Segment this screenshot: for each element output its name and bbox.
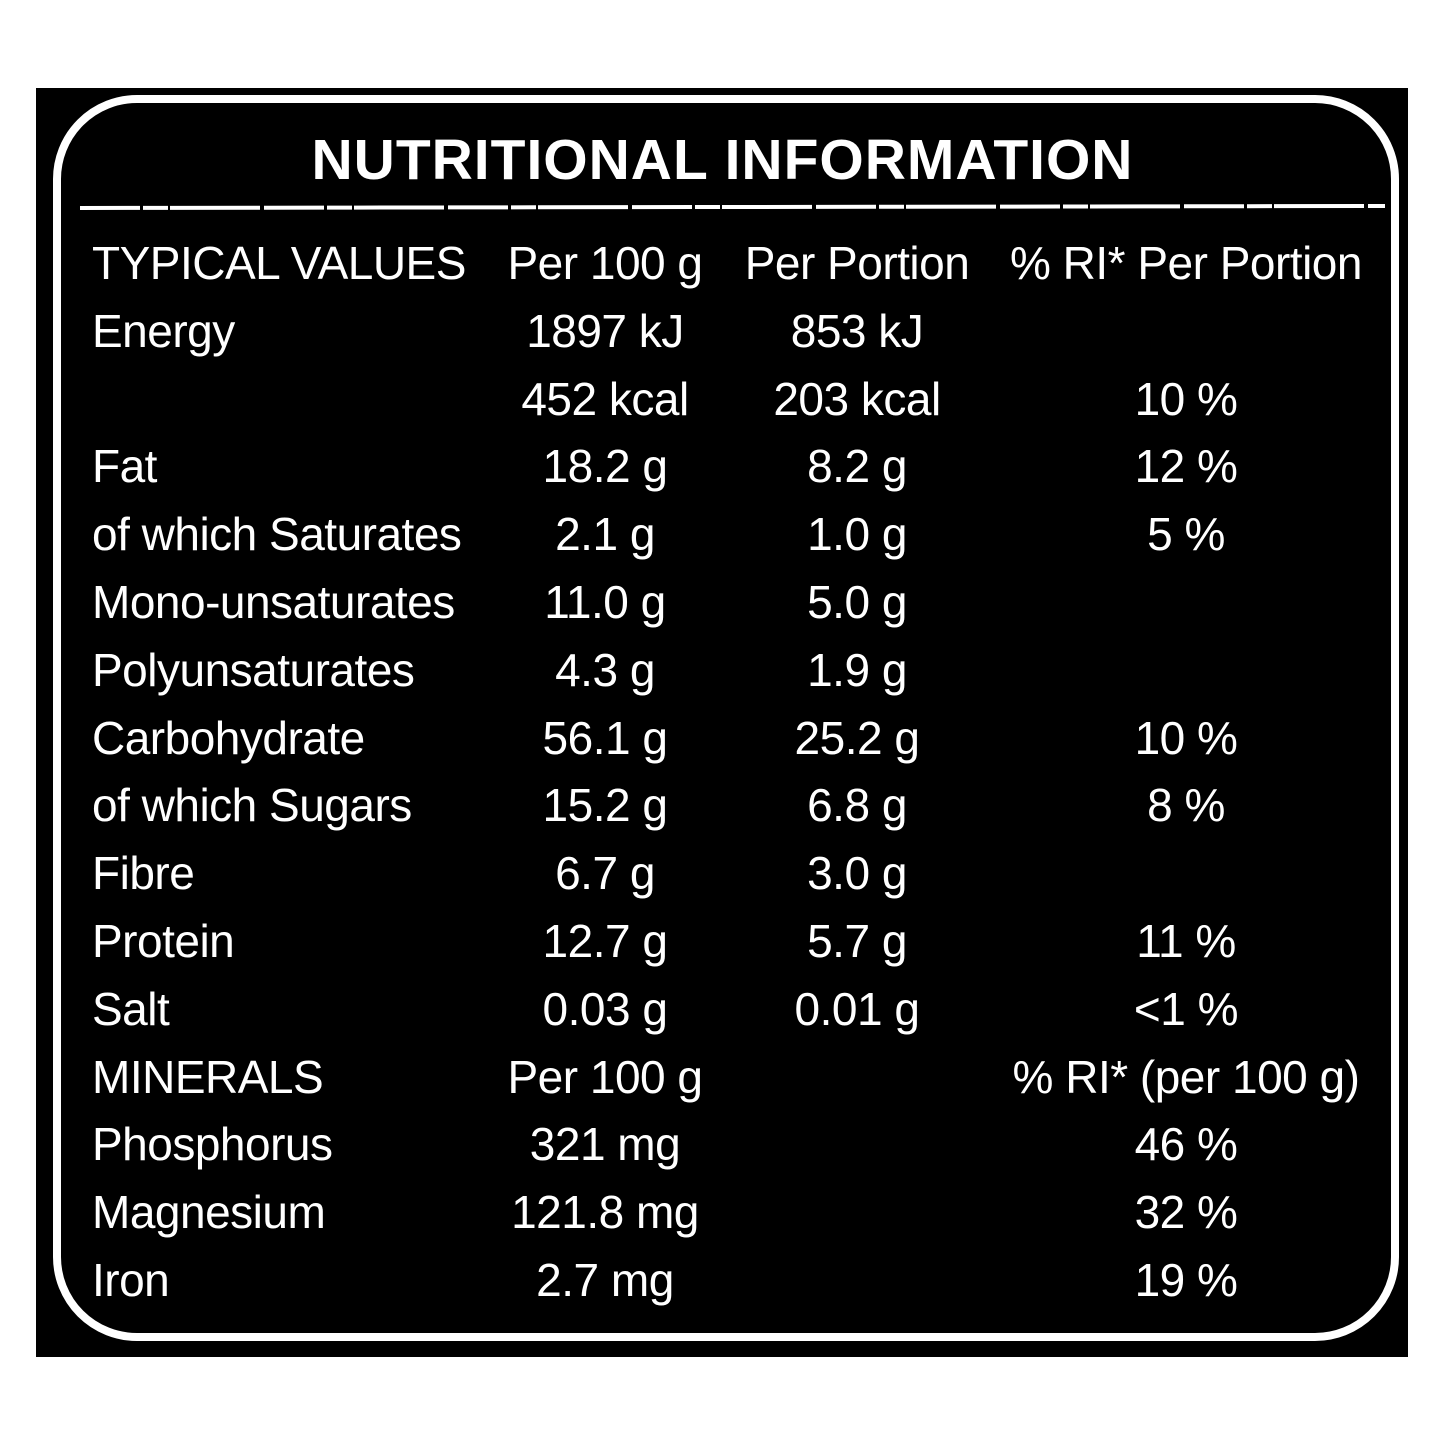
table-cell: of which Sugars — [92, 779, 412, 832]
table-cell: Carbohydrate — [92, 711, 365, 764]
table-cell: 5 % — [1147, 508, 1225, 561]
table-cell: 121.8 mg — [511, 1186, 699, 1239]
table-cell: 5.7 g — [807, 915, 907, 967]
table-cell: 25.2 g — [794, 711, 920, 764]
header-cell: TYPICAL VALUES — [92, 237, 466, 289]
table-cell: Protein — [92, 915, 235, 967]
header-cell: Per 100 g — [507, 237, 703, 289]
border — [53, 95, 1399, 1341]
table-cell: 5.0 g — [807, 576, 907, 628]
header-cell: % RI* Per Portion — [1010, 237, 1362, 289]
table-cell: 4.3 g — [555, 643, 655, 696]
table-cell: Energy — [92, 304, 235, 357]
table-cell: 6.7 g — [555, 847, 655, 900]
table-cell: 8 % — [1147, 779, 1225, 832]
table-cell: 203 kcal — [773, 372, 941, 425]
table-cell: 853 kJ — [790, 304, 924, 357]
table-cell: 0.01 g — [794, 982, 920, 1035]
table-cell: 6.8 g — [807, 779, 907, 832]
table-cell: <1 % — [1133, 982, 1239, 1035]
title: NUTRITIONAL INFORMATION — [311, 128, 1134, 192]
table-cell: 0.03 g — [542, 982, 668, 1035]
table-cell: 12 % — [1134, 440, 1238, 493]
header-cell: MINERALS — [92, 1050, 324, 1103]
header-cell: Per 100 g — [507, 1050, 703, 1103]
table-cell: 452 kcal — [521, 372, 689, 425]
table-cell: 15.2 g — [542, 779, 668, 832]
table-cell: Fibre — [92, 847, 195, 900]
table-cell: 2.7 mg — [536, 1254, 674, 1306]
table-cell: Phosphorus — [92, 1118, 333, 1171]
table-cell: 12.7 g — [542, 915, 668, 967]
table-cell: 32 % — [1134, 1186, 1238, 1239]
table-cell: 3.0 g — [807, 847, 907, 900]
table-cell: 11.0 g — [544, 576, 666, 628]
header-cell: Per Portion — [744, 237, 970, 289]
divider — [79, 204, 1386, 210]
table-cell: Fat — [92, 440, 157, 493]
header-cell: % RI* (per 100 g) — [1012, 1050, 1360, 1103]
table-cell: Magnesium — [92, 1186, 326, 1239]
table-cell: 46 % — [1134, 1118, 1238, 1171]
table-cell: Mono-unsaturates — [92, 576, 455, 628]
table-cell: 10 % — [1134, 711, 1238, 764]
table-cell: 1.0 g — [807, 508, 907, 561]
table-cell: Salt — [92, 982, 170, 1035]
table-cell: 321 mg — [529, 1118, 681, 1171]
table-cell: Iron — [92, 1254, 170, 1306]
table-cell: 8.2 g — [807, 440, 907, 493]
table-cell: Polyunsaturates — [92, 643, 415, 696]
table-cell: 19 % — [1134, 1254, 1238, 1306]
table-cell: 10 % — [1134, 372, 1238, 425]
table-cell: 11 % — [1136, 915, 1236, 967]
table-cell: 1897 kJ — [526, 304, 684, 357]
table-cell: 2.1 g — [555, 508, 655, 561]
table-cell: of which Saturates — [92, 508, 462, 561]
table-cell: 56.1 g — [542, 711, 668, 764]
table-cell: 1.9 g — [807, 643, 907, 696]
panel — [36, 88, 1408, 1357]
table-cell: 18.2 g — [542, 440, 668, 493]
